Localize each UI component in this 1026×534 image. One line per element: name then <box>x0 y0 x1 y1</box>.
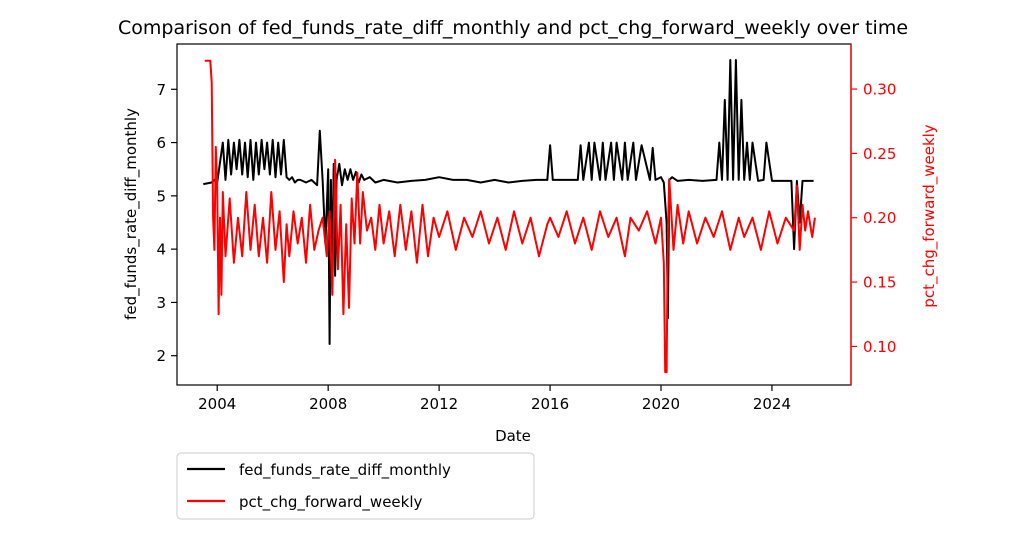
x-tick-label: 2008 <box>309 395 347 413</box>
left-y-tick-label: 7 <box>156 81 166 99</box>
right-y-tick-label: 0.25 <box>863 145 896 163</box>
x-tick-label: 2012 <box>420 395 458 413</box>
right-y-axis: 0.10 0.15 0.20 0.25 0.30 <box>851 81 896 356</box>
left-y-tick-label: 6 <box>156 134 166 152</box>
legend-label-fed-funds: fed_funds_rate_diff_monthly <box>239 461 451 480</box>
series-line-0 <box>203 59 814 345</box>
x-tick-label: 2016 <box>531 395 569 413</box>
left-y-tick-label: 3 <box>156 294 166 312</box>
right-y-tick-label: 0.15 <box>863 274 896 292</box>
x-axis: 2004 2008 2012 2016 2020 2024 <box>198 385 791 413</box>
right-y-tick-label: 0.30 <box>863 81 896 99</box>
left-y-tick-label: 4 <box>156 241 166 259</box>
right-y-axis-label: pct_chg_forward_weekly <box>920 124 939 308</box>
plot-area <box>203 59 816 374</box>
left-y-tick-label: 5 <box>156 187 166 205</box>
legend-label-pct-chg: pct_chg_forward_weekly <box>239 493 423 512</box>
left-y-axis: 2 3 4 5 6 7 <box>156 81 177 365</box>
left-y-axis-label: fed_funds_rate_diff_monthly <box>122 108 141 320</box>
chart-title: Comparison of fed_funds_rate_diff_monthl… <box>118 17 908 39</box>
x-tick-label: 2020 <box>642 395 680 413</box>
right-y-tick-label: 0.20 <box>863 209 896 227</box>
series-line-1 <box>204 59 816 374</box>
legend-box <box>176 452 535 520</box>
left-y-tick-label: 2 <box>156 347 166 365</box>
x-tick-label: 2004 <box>198 395 236 413</box>
x-tick-label: 2024 <box>753 395 791 413</box>
x-axis-label: Date <box>495 427 531 445</box>
right-y-tick-label: 0.10 <box>863 338 896 356</box>
legend: fed_funds_rate_diff_monthly pct_chg_forw… <box>176 452 535 520</box>
